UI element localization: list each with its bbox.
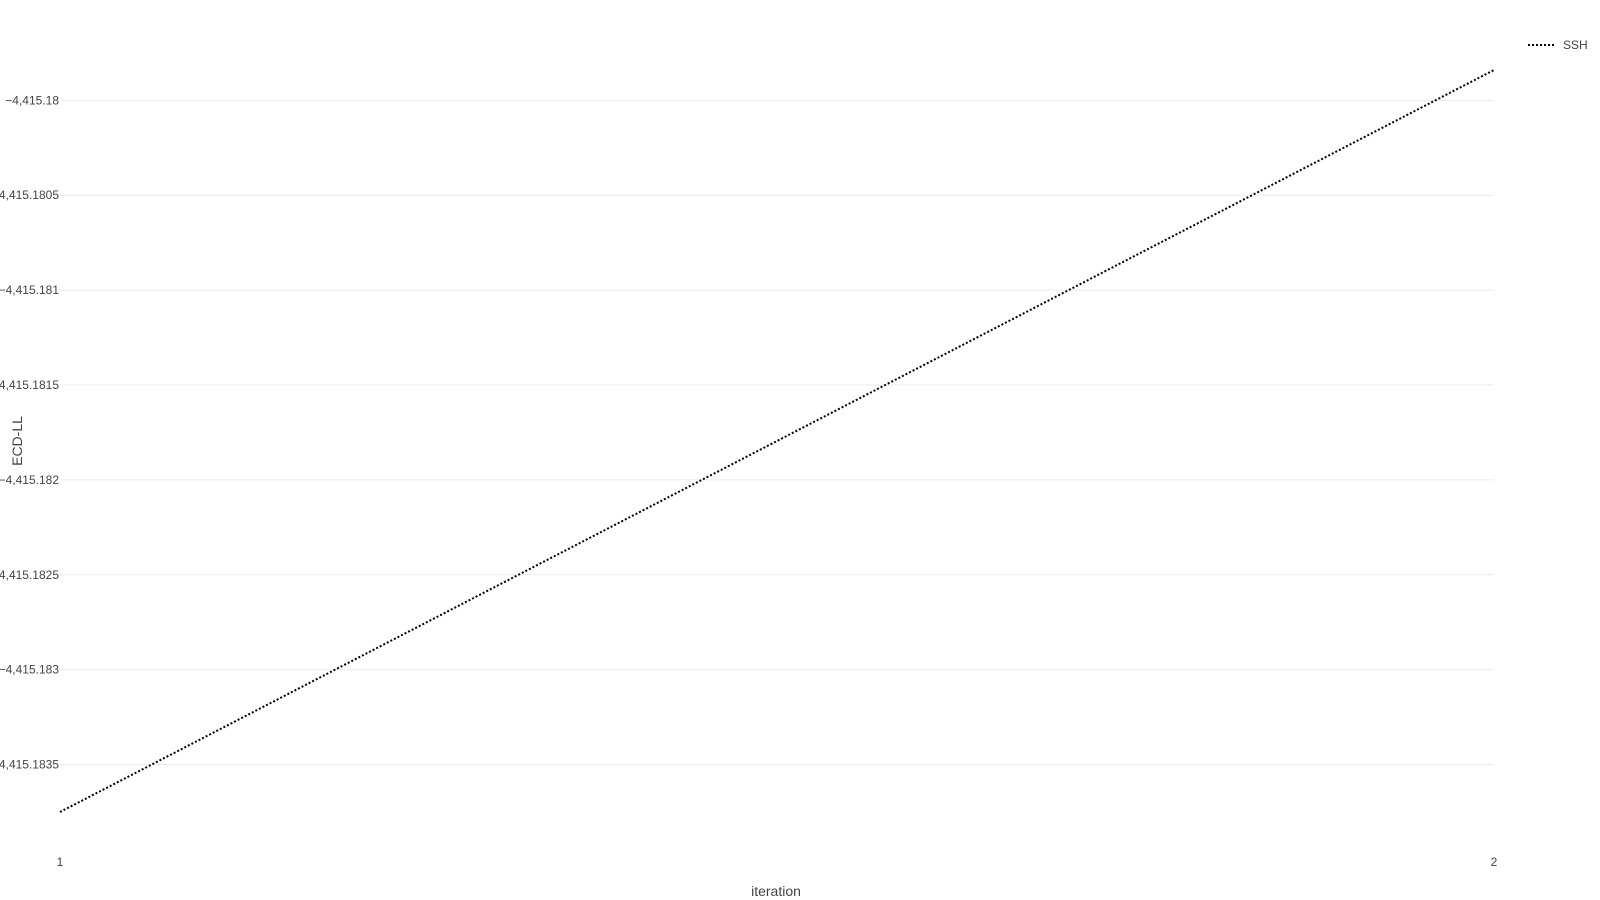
y-axis-ticks: −4,415.18 −4,415.1805 −4,415.181 −4,415.181… bbox=[0, 93, 59, 771]
y-tick-label: −4,415.1815 bbox=[0, 378, 59, 392]
y-tick-label: −4,415.1835 bbox=[0, 758, 59, 772]
series-line-ssh[interactable] bbox=[59, 69, 1495, 813]
y-axis-title: ECD-LL bbox=[9, 416, 25, 466]
y-tick-label: −4,415.181 bbox=[0, 283, 59, 297]
y-tick-label: −4,415.1805 bbox=[0, 188, 59, 202]
x-tick-label: 2 bbox=[1491, 855, 1498, 869]
legend[interactable]: SSH bbox=[1528, 38, 1588, 52]
grid-lines bbox=[60, 99, 1494, 766]
series-lines bbox=[59, 69, 1495, 813]
y-tick-label: −4,415.182 bbox=[0, 473, 59, 487]
y-tick-label: −4,415.18 bbox=[5, 93, 59, 107]
x-tick-label: 1 bbox=[57, 855, 64, 869]
y-tick-label: −4,415.1825 bbox=[0, 568, 59, 582]
y-tick-label: −4,415.183 bbox=[0, 663, 59, 677]
x-axis-title: iteration bbox=[751, 883, 801, 899]
legend-label-ssh: SSH bbox=[1563, 38, 1588, 52]
